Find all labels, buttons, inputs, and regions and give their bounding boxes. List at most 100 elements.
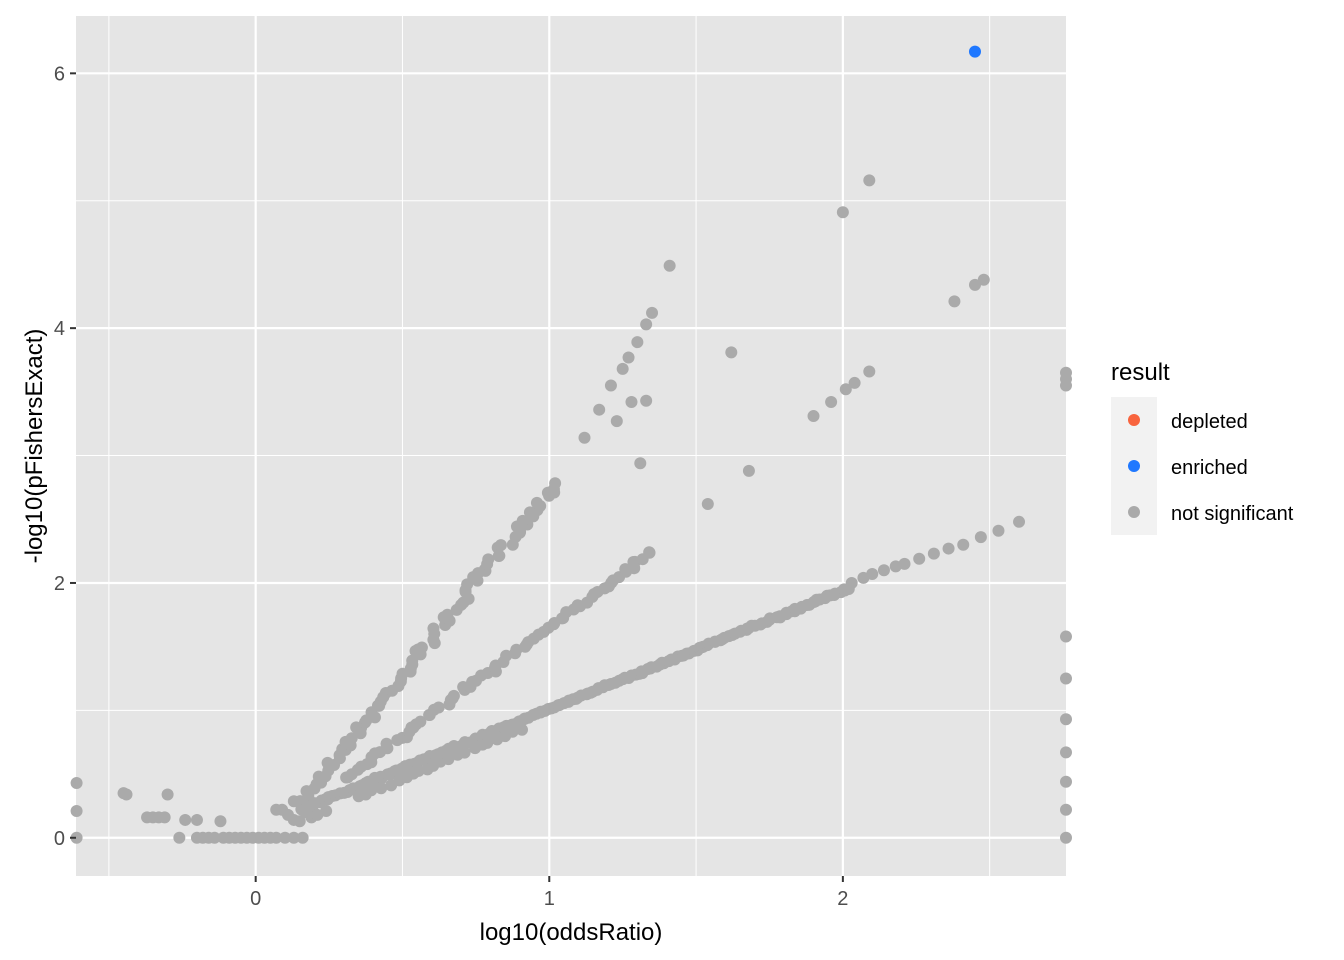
data-point	[70, 776, 83, 789]
data-point	[968, 45, 981, 58]
data-point	[968, 278, 981, 291]
data-point	[1060, 803, 1072, 816]
data-point	[515, 723, 528, 736]
data-point	[365, 784, 378, 797]
data-point	[1060, 746, 1072, 759]
data-point	[481, 736, 494, 749]
data-point	[414, 715, 427, 728]
data-point	[1060, 775, 1072, 788]
data-point	[610, 415, 623, 428]
data-point	[634, 457, 647, 470]
data-point	[625, 396, 638, 409]
y-tick-label: 6	[54, 63, 65, 85]
data-point	[1060, 630, 1072, 643]
data-point	[640, 394, 653, 407]
data-point	[622, 351, 635, 364]
data-point	[977, 273, 990, 286]
data-point	[427, 622, 440, 635]
data-point	[948, 295, 961, 308]
data-point	[173, 831, 186, 844]
data-point	[412, 764, 425, 777]
data-point	[578, 431, 591, 444]
data-point	[845, 576, 858, 589]
legend-label-not-significant: not significant	[1171, 503, 1294, 525]
data-point	[494, 539, 507, 552]
data-point	[604, 379, 617, 392]
data-point	[161, 788, 174, 801]
data-point	[839, 383, 852, 396]
data-point	[1060, 713, 1072, 726]
data-point	[158, 811, 171, 824]
x-axis-title: log10(oddsRatio)	[480, 919, 663, 946]
data-point	[571, 599, 584, 612]
data-points	[70, 45, 1072, 844]
x-tick-label: 0	[250, 888, 261, 910]
data-point	[120, 788, 133, 801]
data-point	[214, 815, 227, 828]
data-point	[530, 496, 543, 509]
data-point	[616, 362, 629, 375]
data-point	[807, 410, 820, 423]
data-point	[848, 376, 861, 389]
data-point	[1060, 831, 1072, 844]
data-point	[863, 174, 876, 187]
data-point	[70, 831, 83, 844]
data-point	[663, 259, 676, 272]
data-point	[506, 725, 519, 738]
data-point	[863, 365, 876, 378]
data-point	[725, 346, 738, 359]
data-point	[208, 831, 221, 844]
data-point	[1060, 379, 1072, 392]
data-point	[482, 553, 495, 566]
data-point	[640, 318, 653, 331]
data-point	[190, 813, 203, 826]
data-point	[447, 689, 460, 702]
legend: result depleted enriched not significant	[1111, 359, 1294, 535]
data-point	[442, 753, 455, 766]
data-point	[913, 552, 926, 565]
data-point	[942, 542, 955, 555]
grid-minor	[76, 16, 1066, 876]
data-point	[70, 805, 83, 818]
data-point	[1060, 672, 1072, 685]
y-tick-label: 2	[54, 573, 65, 595]
data-point	[631, 336, 644, 349]
data-point	[549, 477, 562, 490]
data-point	[593, 403, 606, 416]
data-point	[957, 538, 970, 551]
data-point	[375, 782, 388, 795]
data-point	[646, 306, 659, 319]
data-point	[1013, 515, 1026, 528]
y-tick-label: 4	[54, 318, 65, 340]
data-point	[270, 831, 283, 844]
data-point	[742, 464, 755, 477]
legend-label-depleted: depleted	[1171, 411, 1248, 433]
data-point	[516, 514, 529, 527]
data-point	[643, 546, 656, 559]
data-point	[992, 524, 1005, 537]
y-tick-label: 0	[54, 828, 65, 850]
data-point	[441, 608, 454, 621]
data-point	[321, 756, 334, 769]
data-point	[432, 701, 445, 714]
legend-title: result	[1111, 359, 1170, 386]
legend-label-enriched: enriched	[1171, 457, 1248, 479]
data-point	[927, 547, 940, 560]
x-tick-label: 1	[544, 888, 555, 910]
data-point	[350, 721, 363, 734]
data-point	[293, 815, 306, 828]
legend-key-enriched	[1128, 460, 1140, 472]
data-point	[345, 732, 358, 745]
x-tick-label: 2	[837, 888, 848, 910]
data-point	[179, 813, 192, 826]
data-point	[279, 831, 292, 844]
data-point	[296, 831, 309, 844]
data-point	[320, 805, 333, 818]
data-point	[974, 531, 987, 544]
data-point	[415, 641, 428, 654]
data-point	[877, 564, 890, 577]
data-point	[287, 831, 300, 844]
legend-key-not-significant	[1128, 506, 1140, 518]
data-point	[380, 737, 393, 750]
